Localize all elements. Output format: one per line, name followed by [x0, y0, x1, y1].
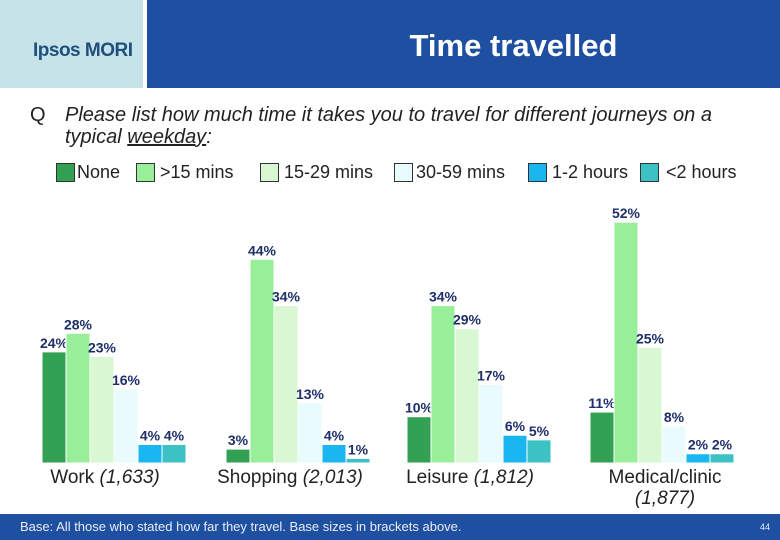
data-label-shopping-15-29-mins: 34% — [272, 289, 301, 305]
data-label-work-15-29-mins: 23% — [88, 340, 117, 356]
base-note: Base: All those who stated how far they … — [20, 519, 462, 534]
data-label-medical-clinic-none: 11% — [588, 395, 616, 411]
bar-work-15-29-mins — [89, 356, 115, 464]
data-label-shopping-15-mins: 44% — [248, 242, 277, 258]
category-base-size: (1,633) — [99, 467, 160, 488]
bar-medical-clinic-1-2-hours — [685, 453, 711, 464]
data-label-work-1-2-hours: 4% — [140, 427, 161, 443]
question-text-underlined: weekday — [127, 126, 207, 148]
bar-group-work: 24% 28% 23% 16% 4% 4% — [40, 316, 187, 464]
bar-medical-clinic-15-29-mins — [637, 346, 663, 464]
legend-swatch-15-29-mins — [260, 163, 279, 182]
bar-leisure-2-hours — [526, 439, 552, 464]
footer-bar: Base: All those who stated how far they … — [0, 514, 780, 540]
category-name: Medical/clinic — [608, 467, 722, 488]
bar-medical-clinic-15-mins — [613, 221, 639, 464]
data-label-work-2-hours: 4% — [164, 427, 185, 443]
legend-label-15-mins: >15 mins — [160, 162, 234, 182]
bar-shopping-30-59-mins — [297, 402, 323, 464]
category-name: Leisure — [406, 467, 469, 488]
bar-group-shopping: 3% 44% 34% 13% 4%1% — [225, 242, 371, 464]
category-base-size: (1,877) — [634, 488, 696, 509]
legend-label-15-29-mins: 15-29 mins — [284, 162, 374, 182]
bar-shopping-15-29-mins — [273, 305, 299, 464]
data-label-work-30-59-mins: 16% — [112, 372, 141, 388]
category-base-size: (1,812) — [473, 467, 534, 488]
bar-leisure-15-mins — [430, 305, 456, 464]
bar-work-1-2-hours — [137, 443, 163, 464]
data-label-medical-clinic-1-2-hours: 2% — [688, 437, 709, 453]
bar-medical-clinic-none — [589, 411, 615, 464]
legend-swatch-30-59-mins — [394, 163, 413, 182]
legend-swatch-2-hours — [640, 163, 659, 182]
data-label-work-15-mins: 28% — [64, 316, 93, 332]
category-name: Work — [50, 467, 95, 488]
logo-panel: Ipsos MORI — [0, 0, 143, 88]
bar-group-medical-clinic: 11%52%25%8%2% 2% — [588, 205, 735, 464]
data-label-leisure-1-2-hours: 6% — [505, 418, 526, 434]
data-label-shopping-30-59-mins: 13% — [296, 386, 325, 402]
question-text-main: Please list how much time it takes you t… — [65, 104, 712, 148]
data-label-leisure-none: 10% — [405, 400, 434, 416]
data-label-shopping-2-hours: 1% — [348, 441, 369, 457]
data-label-medical-clinic-2-hours: 2% — [712, 437, 733, 453]
bar-medical-clinic-30-59-mins — [661, 425, 687, 464]
category-label-leisure: Leisure (1,812) — [370, 467, 570, 488]
data-label-medical-clinic-15-29-mins: 25% — [636, 330, 665, 346]
bar-shopping-none — [225, 448, 251, 464]
legend-swatch-1-2-hours — [528, 163, 547, 182]
chart-legend: None >15 mins 15-29 mins 30-59 mins 1-2 hour… — [0, 160, 780, 186]
legend-label-1-2-hours: 1-2 hours — [552, 162, 629, 182]
category-base-size: (2,013) — [302, 467, 363, 488]
data-label-leisure-15-29-mins: 29% — [453, 312, 482, 328]
bar-work-2-hours — [161, 443, 187, 464]
bar-leisure-1-2-hours — [502, 434, 528, 464]
bar-shopping-15-mins — [249, 258, 275, 464]
bar-leisure-15-29-mins — [454, 328, 480, 464]
bar-work-none — [41, 351, 67, 464]
legend-label-2-hours: <2 hours — [666, 162, 737, 182]
data-label-leisure-15-mins: 34% — [429, 289, 458, 305]
data-label-leisure-30-59-mins: 17% — [477, 367, 506, 383]
bar-shopping-1-2-hours — [321, 443, 347, 464]
question-text: Please list how much time it takes you t… — [65, 104, 745, 148]
category-name: Shopping — [217, 467, 298, 488]
page-number: 44 — [759, 522, 770, 532]
legend-swatch-none — [56, 163, 75, 182]
ipsos-mori-logo: Ipsos MORI — [33, 40, 133, 61]
data-label-medical-clinic-30-59-mins: 8% — [664, 409, 685, 425]
legend-swatch-15-mins — [136, 163, 155, 182]
slide-title: Time travelled — [409, 28, 618, 63]
bar-work-15-mins — [65, 332, 91, 464]
data-label-medical-clinic-15-mins: 52% — [612, 205, 641, 221]
category-label-shopping: Shopping (2,013) — [190, 467, 390, 488]
data-label-shopping-1-2-hours: 4% — [324, 427, 345, 443]
question-text-end: : — [206, 126, 212, 148]
data-label-work-none: 24% — [40, 335, 69, 351]
bar-shopping-2-hours — [345, 457, 371, 464]
bar-leisure-30-59-mins — [478, 383, 504, 464]
category-label-medical-clinic: Medical/clinic (1,877) — [565, 467, 765, 509]
bar-work-30-59-mins — [113, 388, 139, 464]
bar-leisure-none — [406, 416, 432, 464]
question-letter: Q — [30, 104, 46, 126]
title-bar: Time travelled — [147, 0, 780, 88]
legend-label-30-59-mins: 30-59 mins — [416, 162, 506, 182]
bar-group-leisure: 10% 34% 29% 17% 6% 5% — [405, 289, 552, 464]
legend-label-none: None — [77, 162, 121, 182]
data-label-leisure-2-hours: 5% — [529, 423, 550, 439]
category-label-work: Work (1,633) — [5, 467, 205, 488]
data-label-shopping-none: 3% — [228, 432, 249, 448]
bar-medical-clinic-2-hours — [709, 453, 735, 464]
